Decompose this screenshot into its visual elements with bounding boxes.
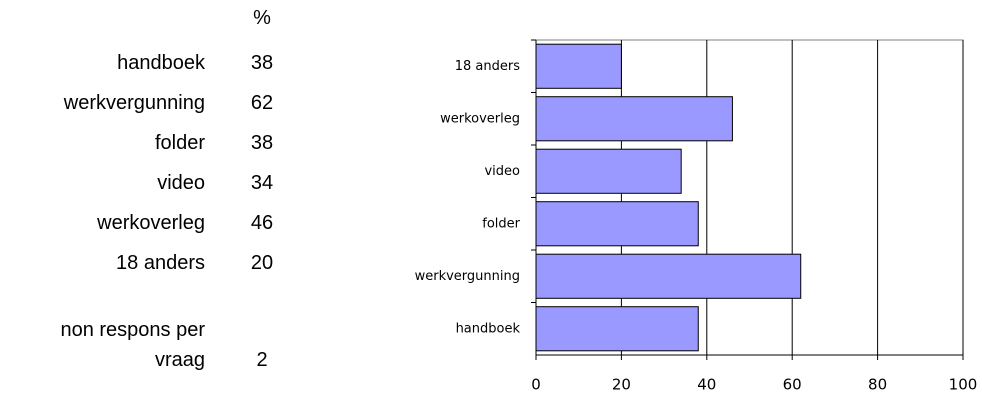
row-value: 62 [250, 92, 274, 114]
bar [535, 148, 682, 194]
x-tick-label: 0 [531, 376, 541, 394]
y-tick-label: handboek [456, 321, 521, 336]
row-label: werkoverleg [97, 212, 205, 234]
row-value: 46 [250, 212, 274, 234]
x-tick-label: 60 [783, 376, 802, 394]
y-tick-label: video [484, 164, 520, 179]
row-label: werkvergunning [63, 92, 205, 114]
bar [535, 201, 699, 247]
row-value: 34 [250, 172, 274, 194]
x-tick-label: 100 [949, 376, 978, 394]
row-value: 20 [250, 252, 274, 274]
y-tick-label: 18 anders [455, 59, 520, 74]
row-label: video [157, 172, 205, 194]
row-value: 38 [250, 132, 274, 154]
bar [535, 306, 699, 352]
table-header: % [253, 7, 271, 29]
bar [535, 96, 733, 142]
x-tick-label: 80 [868, 376, 887, 394]
row-label: folder [154, 132, 205, 154]
row-value: 38 [250, 52, 274, 74]
x-tick-label: 20 [612, 376, 631, 394]
plot-area [535, 39, 964, 356]
row-label: handboek [117, 52, 205, 74]
y-tick-label: werkoverleg [440, 111, 520, 126]
y-tick-label: folder [482, 216, 520, 231]
bar [535, 253, 802, 299]
x-tick-label: 40 [697, 376, 716, 394]
footer-label: non respons per vraag [60, 319, 205, 371]
footer-value: 2 [256, 349, 268, 371]
y-tick-label: werkvergunning [415, 269, 520, 284]
bar [535, 43, 622, 89]
row-label: 18 anders [116, 252, 205, 274]
